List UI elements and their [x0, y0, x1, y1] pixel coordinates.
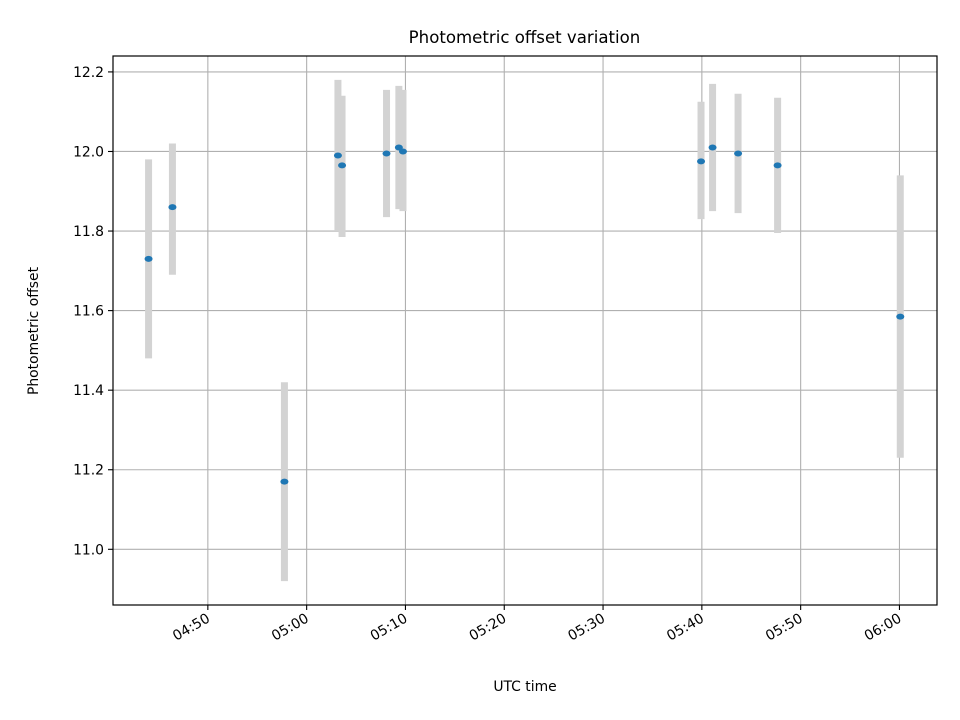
data-point: [338, 162, 347, 169]
data-point: [708, 144, 717, 151]
plot-frame: [112, 55, 938, 606]
data-point: [280, 478, 289, 485]
y-tick-label: 11.4: [73, 383, 104, 399]
y-tick-label: 12.2: [73, 65, 104, 81]
data-point: [398, 148, 407, 155]
data-point: [382, 150, 391, 157]
data-point: [773, 162, 782, 169]
y-tick-label: 11.0: [73, 542, 104, 558]
data-point: [734, 150, 743, 157]
y-axis: 11.0 11.2 11.4 11.6 11.8 12.0 12.2: [73, 65, 113, 558]
y-axis-label: Photometric offset: [26, 266, 42, 395]
chart-title: Photometric offset variation: [409, 28, 641, 47]
data-point: [896, 313, 905, 320]
y-tick-label: 11.8: [73, 224, 104, 240]
x-axis-label: UTC time: [493, 679, 556, 695]
data-point: [333, 152, 342, 159]
data-point: [144, 255, 153, 262]
y-tick-label: 12.0: [73, 144, 104, 160]
y-tick-label: 11.2: [73, 463, 104, 479]
data-point: [168, 204, 177, 211]
y-tick-label: 11.6: [73, 304, 104, 320]
data-points: [144, 144, 905, 485]
data-point: [697, 158, 706, 165]
